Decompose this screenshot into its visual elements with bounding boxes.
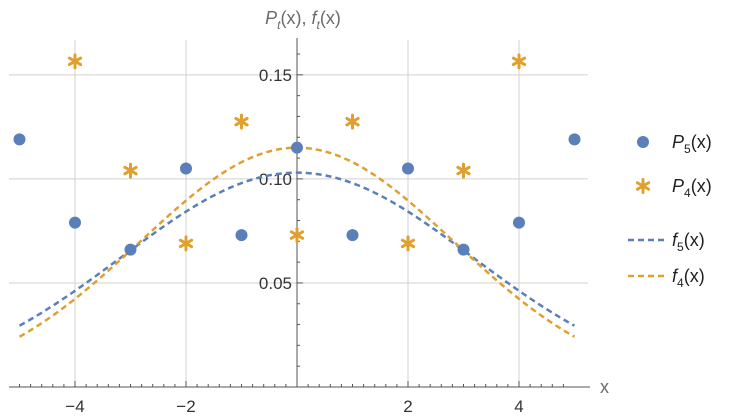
- data-point-p4x: [289, 227, 305, 244]
- data-point-p5x: [235, 229, 248, 242]
- data-point-p5x: [346, 229, 359, 242]
- legend-marker-asterisk: [635, 178, 651, 194]
- legend-item-f4x: f4(x): [628, 266, 705, 290]
- data-point-p4x: [123, 162, 138, 179]
- x-tick-label: 4: [514, 397, 523, 416]
- data-point-p4x: [511, 53, 527, 70]
- data-point-p5x: [69, 216, 81, 229]
- data-point-p4x: [67, 53, 83, 70]
- data-point-p4x: [345, 113, 360, 130]
- x-tick-label: −4: [65, 397, 84, 416]
- grid: [9, 40, 588, 387]
- data-point-p5x: [568, 133, 581, 146]
- data-point-p4x: [234, 113, 249, 130]
- data-point-p5x: [513, 216, 525, 229]
- legend: P5(x) P4(x) f5(x) f4(x): [628, 132, 712, 290]
- series-line-f5x: [18, 171, 576, 327]
- data-point-p4x: [456, 162, 471, 179]
- data-point-p5x: [124, 243, 137, 256]
- data-point-p5x: [291, 141, 303, 154]
- series: [13, 53, 581, 338]
- legend-item-f5x: f5(x): [628, 230, 705, 254]
- x-tick-label: 2: [403, 397, 412, 416]
- y-tick-label: 0.15: [259, 66, 292, 85]
- legend-label: P4(x): [672, 176, 712, 200]
- legend-item-p4x: P4(x): [635, 176, 712, 200]
- data-point-p5x: [402, 162, 414, 175]
- x-tick-label: −2: [176, 397, 195, 416]
- data-point-p4x: [178, 235, 194, 252]
- data-point-p5x: [13, 133, 26, 146]
- y-axis-title: Pt(x), ft(x): [265, 8, 341, 32]
- data-point-p4x: [400, 235, 416, 252]
- legend-label: P5(x): [672, 132, 712, 156]
- axes: [9, 38, 590, 388]
- legend-marker-circle: [637, 136, 649, 148]
- data-point-p5x: [180, 162, 192, 175]
- ticks: −4 −2 2 40.050.100.15: [19, 53, 564, 416]
- data-point-p5x: [457, 243, 470, 256]
- legend-label: f4(x): [672, 266, 705, 290]
- legend-item-p5x: P5(x): [637, 132, 712, 156]
- legend-label: f5(x): [672, 230, 705, 254]
- y-tick-label: 0.05: [259, 274, 292, 293]
- x-axis-title: x: [600, 377, 609, 397]
